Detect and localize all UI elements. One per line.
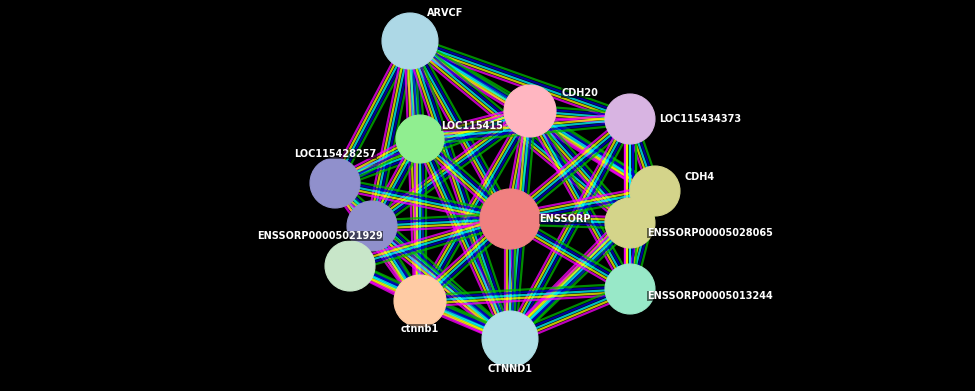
Text: LOC115428257: LOC115428257 xyxy=(293,149,376,159)
Circle shape xyxy=(396,115,444,163)
Text: ENSSORP00005028065: ENSSORP00005028065 xyxy=(647,228,773,238)
Circle shape xyxy=(605,198,655,248)
Text: ARVCF: ARVCF xyxy=(427,8,463,18)
Text: LOC115415: LOC115415 xyxy=(441,121,503,131)
Circle shape xyxy=(630,166,680,216)
Circle shape xyxy=(504,85,556,137)
Text: ENSSORP00005013244: ENSSORP00005013244 xyxy=(647,291,773,301)
Text: ENSSORP00005021929: ENSSORP00005021929 xyxy=(257,231,383,241)
Circle shape xyxy=(605,94,655,144)
Circle shape xyxy=(480,189,540,249)
Circle shape xyxy=(482,311,538,367)
Circle shape xyxy=(325,241,375,291)
Text: LOC115434373: LOC115434373 xyxy=(659,114,741,124)
Text: CDH20: CDH20 xyxy=(562,88,599,98)
Text: ENSSORP: ENSSORP xyxy=(539,214,591,224)
Text: CTNND1: CTNND1 xyxy=(488,364,532,374)
Text: CDH4: CDH4 xyxy=(684,172,715,182)
Text: ctnnb1: ctnnb1 xyxy=(401,324,439,334)
Circle shape xyxy=(394,275,446,327)
Circle shape xyxy=(605,264,655,314)
Circle shape xyxy=(347,201,397,251)
Circle shape xyxy=(310,158,360,208)
Circle shape xyxy=(382,13,438,69)
